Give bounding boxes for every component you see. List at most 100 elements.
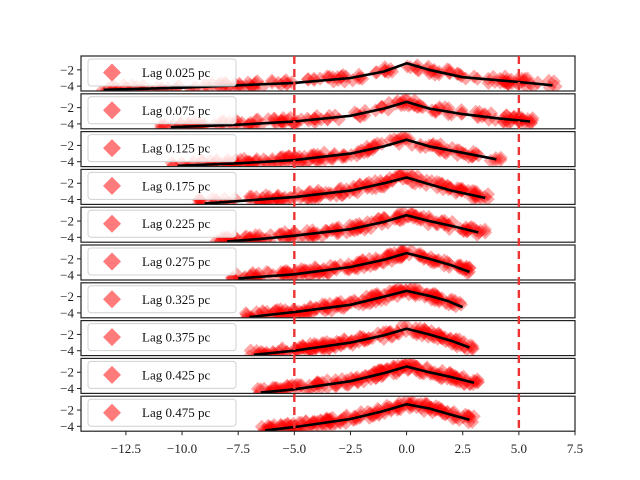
- data-point: [493, 153, 508, 167]
- data-point: [376, 255, 391, 270]
- y-tick-label: −4: [60, 230, 74, 245]
- data-point: [300, 191, 315, 205]
- legend: Lag 0.475 pc: [87, 398, 237, 427]
- data-point: [317, 152, 332, 167]
- data-point: [312, 419, 327, 432]
- data-point: [467, 69, 482, 84]
- y-tick-label: −4: [60, 305, 74, 320]
- data-point: [459, 342, 474, 356]
- scatter-series: [238, 282, 468, 318]
- data-point: [466, 373, 481, 388]
- data-point: [453, 297, 468, 312]
- legend-label: Lag 0.075 pc: [142, 103, 210, 118]
- x-axis: −12.5 −10.0 −7.5 −5.0 −2.5 0.0 2.5 5.0 7.5: [111, 431, 583, 456]
- data-point: [518, 78, 533, 91]
- data-point: [226, 272, 241, 280]
- data-point: [471, 110, 486, 125]
- data-point: [523, 116, 538, 129]
- data-point: [396, 207, 411, 220]
- y-tick-label: −4: [60, 79, 74, 94]
- panel: −2−4 Lag 0.325 pc: [60, 282, 576, 320]
- data-point: [410, 169, 425, 184]
- fit-line: [204, 176, 486, 205]
- data-point: [344, 333, 359, 348]
- legend-label: Lag 0.225 pc: [142, 216, 210, 231]
- panel: −2−4 Lag 0.475 pc: [60, 395, 576, 434]
- data-point: [301, 154, 316, 167]
- data-point: [357, 333, 372, 348]
- data-point: [384, 253, 399, 268]
- legend: Lag 0.375 pc: [87, 323, 237, 352]
- x-tick-label: 2.5: [455, 441, 471, 456]
- data-point: [277, 194, 292, 205]
- data-point: [403, 60, 418, 75]
- data-point: [423, 254, 438, 269]
- x-tick-label: −10.0: [167, 441, 197, 456]
- data-point: [405, 358, 420, 372]
- reference-lines: [293, 56, 521, 432]
- data-point: [503, 114, 518, 129]
- data-point: [343, 223, 358, 238]
- data-point: [525, 113, 540, 128]
- scatter-series: [164, 131, 508, 167]
- data-point: [313, 265, 328, 280]
- data-point: [400, 358, 415, 371]
- panel-frame: [80, 357, 576, 394]
- data-point: [460, 409, 475, 424]
- data-point: [395, 131, 410, 145]
- scatter-series: [191, 169, 496, 205]
- data-point: [313, 188, 328, 203]
- data-point: [304, 306, 319, 318]
- legend-box: [87, 96, 237, 125]
- data-point: [398, 358, 413, 372]
- y-tick-label: −2: [60, 100, 74, 115]
- data-point: [288, 342, 303, 356]
- y-tick-label: −2: [60, 251, 74, 266]
- legend-label: Lag 0.425 pc: [142, 367, 210, 382]
- data-point: [166, 158, 181, 167]
- scatter-series: [209, 207, 493, 243]
- x-tick-label: −7.5: [226, 441, 250, 456]
- data-point: [463, 338, 478, 353]
- data-point: [249, 343, 264, 356]
- data-point: [520, 112, 535, 127]
- data-point: [166, 158, 181, 167]
- data-point: [300, 111, 315, 126]
- fit-line: [170, 100, 531, 129]
- data-point: [501, 115, 516, 129]
- y-tick-label: −4: [60, 192, 74, 207]
- data-point: [398, 396, 413, 408]
- data-point: [404, 245, 419, 258]
- data-point: [493, 71, 508, 86]
- y-tick-label: −4: [60, 154, 74, 169]
- data-point: [404, 396, 419, 410]
- legend: Lag 0.275 pc: [87, 247, 237, 276]
- data-point: [305, 416, 320, 431]
- data-point: [459, 260, 474, 275]
- legend-marker: [103, 365, 121, 384]
- data-point: [225, 271, 240, 280]
- data-point: [307, 266, 322, 280]
- data-point: [308, 152, 323, 167]
- x-tick-label: −12.5: [111, 441, 141, 456]
- data-point: [327, 146, 342, 161]
- data-point: [473, 223, 488, 238]
- y-tick-label: −4: [60, 268, 74, 283]
- fit-line: [177, 138, 497, 167]
- data-point: [321, 266, 336, 280]
- y-tick-label: −2: [60, 176, 74, 191]
- legend-label: Lag 0.475 pc: [142, 405, 210, 420]
- data-point: [407, 93, 422, 108]
- data-point: [308, 115, 323, 129]
- legend-marker: [103, 328, 121, 347]
- legend-label: Lag 0.125 pc: [142, 141, 210, 156]
- data-point: [478, 225, 493, 240]
- fit-line: [260, 365, 475, 394]
- data-point: [292, 156, 307, 167]
- data-point: [318, 341, 333, 356]
- data-point: [280, 304, 295, 318]
- data-point: [325, 417, 340, 432]
- legend-box: [87, 285, 237, 314]
- data-point: [465, 339, 480, 354]
- data-point: [154, 120, 169, 129]
